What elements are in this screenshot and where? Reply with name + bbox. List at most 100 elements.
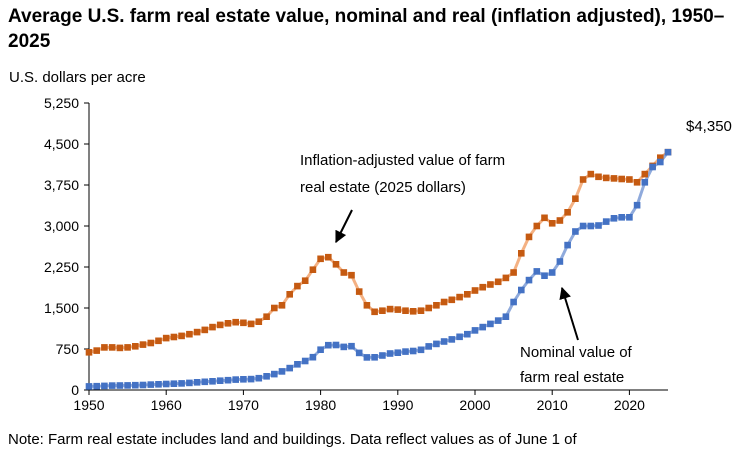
data-point-real [170,333,178,341]
data-point-nominal [533,268,541,275]
data-point-real [93,347,100,354]
nominal-annotation-line1: Nominal value of [520,344,633,361]
data-point-real [124,344,131,351]
data-point-real [440,298,448,306]
x-tick-label: 2010 [537,397,568,413]
data-point-nominal [440,338,448,345]
data-point-nominal [618,214,625,221]
data-point-nominal [209,378,216,385]
data-point-nominal [657,158,664,166]
data-point-nominal [595,222,602,229]
data-point-nominal [363,354,371,361]
x-tick-label: 1970 [228,397,259,413]
data-point-real [294,282,301,290]
data-point-real [263,313,270,320]
data-point-nominal [162,380,170,388]
data-point-nominal [355,349,363,357]
series-line-nominal [88,151,670,388]
data-point-real [409,308,417,315]
real-annotation-line2: real estate (2025 dollars) [300,179,466,196]
data-point-real [363,302,371,309]
y-tick-label: 3,000 [44,218,79,234]
data-point-real [255,318,263,325]
data-point-real [101,344,108,351]
data-point-real [216,321,224,329]
data-point-nominal [263,373,270,380]
x-tick-label: 1950 [73,397,104,413]
data-point-real [525,233,533,241]
data-point-real [425,304,432,312]
data-point-nominal [626,214,633,221]
real-annotation-line1: Inflation-adjusted value of farm [300,152,505,169]
data-point-nominal [494,317,502,324]
data-point-nominal [216,377,224,384]
data-point-nominal [433,340,440,348]
y-tick-label: 5,250 [44,95,79,111]
data-point-nominal [224,376,232,384]
data-point-real [633,179,641,186]
data-point-nominal [649,163,656,171]
data-point-real [85,349,93,356]
data-point-nominal [456,333,463,341]
data-point-nominal [564,241,571,249]
nominal-annotation-arrow [559,286,579,341]
data-point-nominal [155,381,162,388]
y-tick-label: 4,500 [44,136,79,152]
data-point-real [162,334,170,342]
data-point-nominal [548,269,556,276]
data-point-real [155,337,162,345]
y-tick-label: 0 [71,382,79,398]
data-point-real [340,269,348,276]
data-point-real [286,291,293,298]
data-point-real [494,278,502,286]
data-point-real [595,173,602,181]
data-point-nominal [471,327,479,334]
data-point-real [386,305,394,313]
x-tick-label: 2020 [614,397,645,413]
real-annotation-arrow [335,209,353,244]
data-point-real [132,343,139,350]
data-point-nominal [116,382,124,389]
data-point-real [309,266,317,273]
data-point-nominal [386,350,394,357]
data-point-real [572,195,579,202]
data-point-nominal [132,381,139,389]
data-point-real [541,214,548,222]
data-point-nominal [340,343,348,351]
y-tick-label: 1,500 [44,300,79,316]
data-point-real [147,339,155,347]
data-point-real [178,332,185,340]
data-point-real [641,170,649,178]
data-point-real [108,344,116,351]
data-point-nominal [232,376,239,383]
data-point-nominal [101,382,108,390]
data-point-real [139,341,147,348]
data-point-real [193,328,201,336]
data-point-real [564,209,571,216]
data-point-nominal [579,222,587,230]
data-point-nominal [379,352,386,359]
y-axis-label: U.S. dollars per acre [9,69,146,86]
data-point-real [186,330,193,338]
data-point-nominal [587,222,595,230]
data-point-nominal [394,349,402,356]
data-point-nominal [502,313,510,320]
data-point-nominal [139,381,147,389]
data-point-real [240,319,247,327]
data-point-nominal [178,380,185,387]
data-point-real [471,287,479,294]
data-point-nominal [541,272,548,279]
data-point-nominal [294,361,301,368]
data-point-real [456,293,463,301]
data-point-real [417,307,425,314]
data-point-real [332,261,340,268]
data-point-real [518,250,525,257]
data-point-nominal [271,370,278,378]
data-point-nominal [193,379,201,386]
data-point-nominal [487,320,494,328]
data-point-nominal [556,258,564,265]
data-point-real [610,175,618,182]
data-point-real [587,170,595,178]
data-point-nominal [448,336,456,343]
